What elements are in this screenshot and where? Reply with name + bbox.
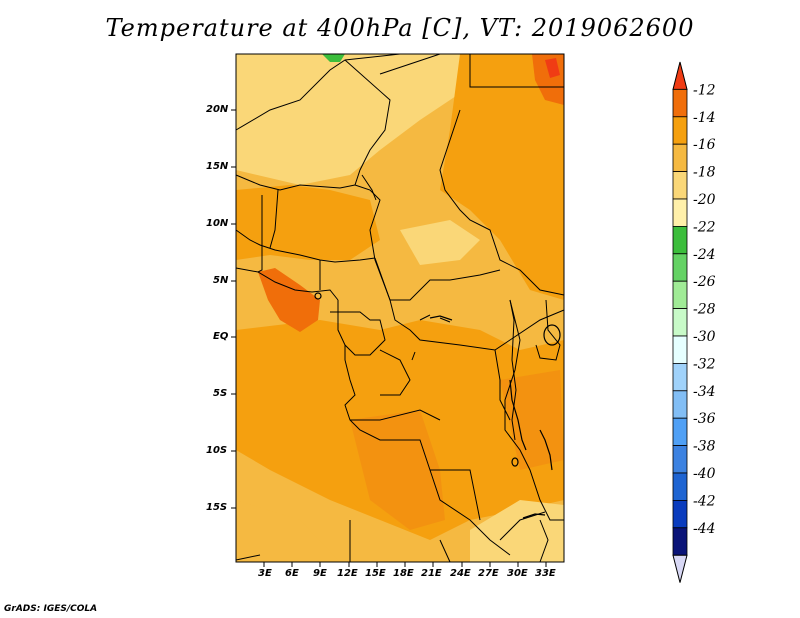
map-frame <box>235 53 565 563</box>
colorbar-segment <box>672 280 688 310</box>
colorbar-label: -36 <box>693 411 716 427</box>
lat-label: 5N <box>213 275 229 286</box>
lon-label: 15E <box>365 568 386 579</box>
colorbar-label: -12 <box>693 82 716 98</box>
colorbar-bottom-arrow <box>672 554 688 583</box>
lon-label: 21E <box>421 568 442 579</box>
lon-label: 9E <box>313 568 327 579</box>
colorbar-label: -40 <box>693 466 716 482</box>
country-borders <box>235 53 565 563</box>
colorbar-segment <box>672 198 688 227</box>
colorbar-segment <box>672 362 688 392</box>
colorbar-segment <box>672 445 688 474</box>
colorbar-segment <box>672 417 688 447</box>
colorbar-segment <box>672 335 688 364</box>
lat-label: 15N <box>206 161 229 172</box>
colorbar-label: -16 <box>693 137 716 153</box>
colorbar-label: -34 <box>693 384 716 400</box>
colorbar-label: -24 <box>693 247 716 263</box>
colorbar-label: -14 <box>693 110 716 126</box>
lat-label: 5S <box>213 388 228 399</box>
map-title: Temperature at 400hPa [C], VT: 201906260… <box>105 14 695 42</box>
lon-label: 18E <box>393 568 414 579</box>
lon-label: 33E <box>535 568 556 579</box>
lat-label: 10N <box>206 218 229 229</box>
lat-label: 15S <box>206 502 228 513</box>
colorbar-label: -30 <box>693 329 716 345</box>
colorbar-label: -38 <box>693 439 716 455</box>
axis-ticks <box>231 109 547 567</box>
colorbar-segment <box>672 171 688 200</box>
colorbar-label: -18 <box>693 165 716 181</box>
colorbar-label: -42 <box>693 493 716 509</box>
colorbar-segment <box>672 472 688 501</box>
colorbar-label: -28 <box>693 302 716 318</box>
colorbar-segment <box>672 527 688 556</box>
lat-label: 10S <box>206 445 228 456</box>
colorbar-top-arrow <box>672 61 688 90</box>
colorbar-segment <box>672 499 688 529</box>
colorbar-segment <box>672 116 688 145</box>
colorbar-segment <box>672 225 688 255</box>
colorbar-segment <box>672 143 688 172</box>
colorbar-label: -32 <box>693 356 716 372</box>
colorbar-label: -20 <box>693 192 716 208</box>
colorbar-segment <box>672 89 688 118</box>
colorbar-segment <box>672 390 688 419</box>
colorbar-segment <box>672 253 688 282</box>
lon-label: 24E <box>450 568 471 579</box>
lon-label: 27E <box>478 568 499 579</box>
colorbar: -12 -14 -16 -18 -20 -22 -24 -26 -28 -30 -32 -34 -36 -… <box>672 61 716 583</box>
colorbar-segment <box>672 308 688 337</box>
lon-label: 30E <box>507 568 528 579</box>
lake-outlines <box>314 292 561 519</box>
credit-text: GrADS: IGES/COLA <box>4 604 98 614</box>
colorbar-label: -26 <box>693 274 716 290</box>
colorbar-label: -22 <box>693 219 716 235</box>
lat-label: EQ <box>213 331 229 342</box>
temperature-field <box>236 54 564 562</box>
lat-label: 20N <box>206 104 229 115</box>
lon-label: 12E <box>337 568 358 579</box>
colorbar-label: -44 <box>693 521 716 537</box>
lon-label: 3E <box>258 568 272 579</box>
lon-label: 6E <box>285 568 299 579</box>
